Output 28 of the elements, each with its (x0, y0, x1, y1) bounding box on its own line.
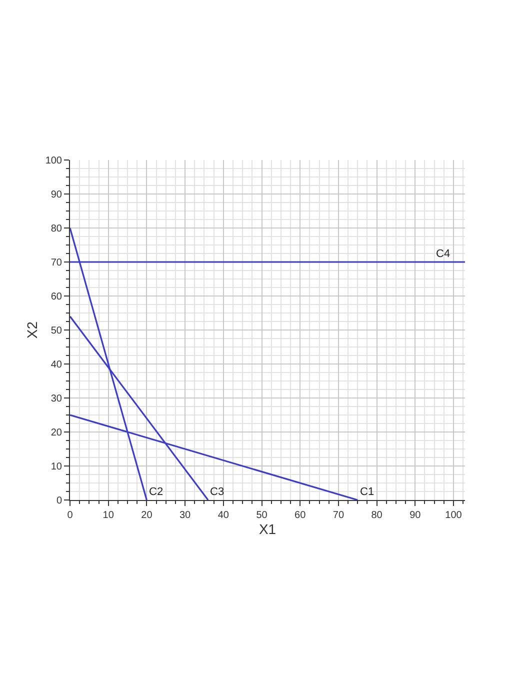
y-tick-label: 70 (50, 258, 62, 268)
x-tick-label: 0 (67, 510, 74, 521)
y-tick-label: 40 (50, 360, 62, 370)
x-tick-label: 40 (218, 510, 230, 521)
annotation: C2 (149, 486, 164, 498)
y-tick-label: 0 (56, 496, 62, 506)
x-tick-label: 80 (371, 510, 383, 521)
x-tick-label: 30 (179, 510, 192, 521)
y-tick-label: 30 (50, 394, 62, 404)
y-tick-label: 10 (50, 462, 62, 472)
x-tick-label: 70 (332, 510, 344, 521)
y-tick-label: 20 (50, 428, 62, 438)
annotation: C1 (360, 486, 374, 498)
x-axis-title: X1 (258, 521, 276, 537)
x-tick-label: 20 (141, 510, 153, 521)
y-tick-label: 90 (50, 190, 62, 200)
x-tick-label: 90 (410, 510, 422, 521)
x-tick-label: 100 (445, 510, 462, 521)
y-axis-title: X2 (24, 321, 40, 339)
annotation: C4 (436, 248, 450, 260)
annotation: C3 (210, 486, 224, 498)
x-tick-label: 60 (294, 510, 306, 521)
x-tick-label: 10 (102, 510, 114, 521)
x-tick-label: 50 (256, 510, 268, 521)
y-tick-label: 80 (50, 224, 62, 234)
y-tick-label: 100 (45, 156, 62, 166)
y-tick-label: 50 (50, 326, 62, 336)
y-tick-label: 60 (50, 292, 62, 302)
